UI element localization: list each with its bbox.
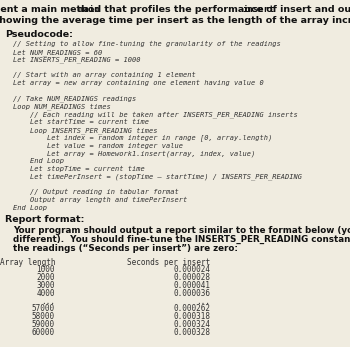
Text: // Each reading will be taken after INSERTS_PER_READING inserts: // Each reading will be taken after INSE… [13,111,298,118]
Text: 4000: 4000 [36,289,55,298]
Text: Array length: Array length [0,257,55,266]
Text: ...: ... [196,297,210,306]
Text: 1000: 1000 [36,265,55,274]
Text: table showing the average time per insert as the length of the array increases.: table showing the average time per inser… [0,16,350,25]
Text: Let array = new array containing one element having value 0: Let array = new array containing one ele… [13,80,264,86]
Text: 58000: 58000 [32,312,55,321]
Text: 0.000328: 0.000328 [173,328,210,337]
Text: Your program should output a report similar to the format below (your values wil: Your program should output a report simi… [13,226,350,235]
Text: Let startTime = current time: Let startTime = current time [13,119,149,125]
Text: Pseudocode:: Pseudocode: [5,30,73,39]
Text: // Output reading in tabular format: // Output reading in tabular format [13,189,179,195]
Text: 2000: 2000 [36,273,55,282]
Text: Let INSERTS_PER_READING = 1000: Let INSERTS_PER_READING = 1000 [13,57,140,64]
Text: Let timePerInsert = (stopTime – startTime) / INSERTS_PER_READING: Let timePerInsert = (stopTime – startTim… [13,174,302,180]
Text: // Take NUM_READINGS readings: // Take NUM_READINGS readings [13,96,136,102]
Text: 0.000028: 0.000028 [173,273,210,282]
Text: Loop NUM_READINGS times: Loop NUM_READINGS times [13,103,111,110]
Text: 0.000036: 0.000036 [173,289,210,298]
Text: 60000: 60000 [32,328,55,337]
Text: different).  You should fine-tune the INSERTS_PER_READING constant so that none : different). You should fine-tune the INS… [13,235,350,244]
Text: insert: insert [243,5,275,14]
Text: ...: ... [41,297,55,306]
Text: Implement a main method that profiles the performance of insert and outputs a: Implement a main method that profiles th… [0,5,350,14]
Text: 57000: 57000 [32,304,55,313]
Text: main: main [78,5,100,14]
Text: 0.000041: 0.000041 [173,281,210,290]
Text: // Start with an array containing 1 element: // Start with an array containing 1 elem… [13,72,196,78]
Text: End Loop: End Loop [13,158,64,164]
Text: 0.000262: 0.000262 [173,304,210,313]
Text: Let index = random integer in range [0, array.length): Let index = random integer in range [0, … [13,135,272,142]
Text: Let stopTime = current time: Let stopTime = current time [13,166,145,172]
Text: 3000: 3000 [36,281,55,290]
Text: Report format:: Report format: [5,214,84,223]
Text: the readings (“Seconds per insert”) are zero:: the readings (“Seconds per insert”) are … [13,244,238,253]
Text: Let value = random integer value: Let value = random integer value [13,142,183,149]
Text: Let array = Homework1.insert(array, index, value): Let array = Homework1.insert(array, inde… [13,150,255,157]
Text: 0.000318: 0.000318 [173,312,210,321]
Text: 59000: 59000 [32,320,55,329]
Text: End Loop: End Loop [13,205,47,211]
Text: 0.000324: 0.000324 [173,320,210,329]
Text: Loop INSERTS_PER_READING times: Loop INSERTS_PER_READING times [13,127,158,134]
Text: 0.000024: 0.000024 [173,265,210,274]
Text: Output array length and timePerInsert: Output array length and timePerInsert [13,197,187,203]
Text: // Setting to allow fine-tuning the granularity of the readings: // Setting to allow fine-tuning the gran… [13,41,281,47]
Text: Let NUM_READINGS = 60: Let NUM_READINGS = 60 [13,49,102,56]
Text: Seconds per insert: Seconds per insert [127,257,210,266]
